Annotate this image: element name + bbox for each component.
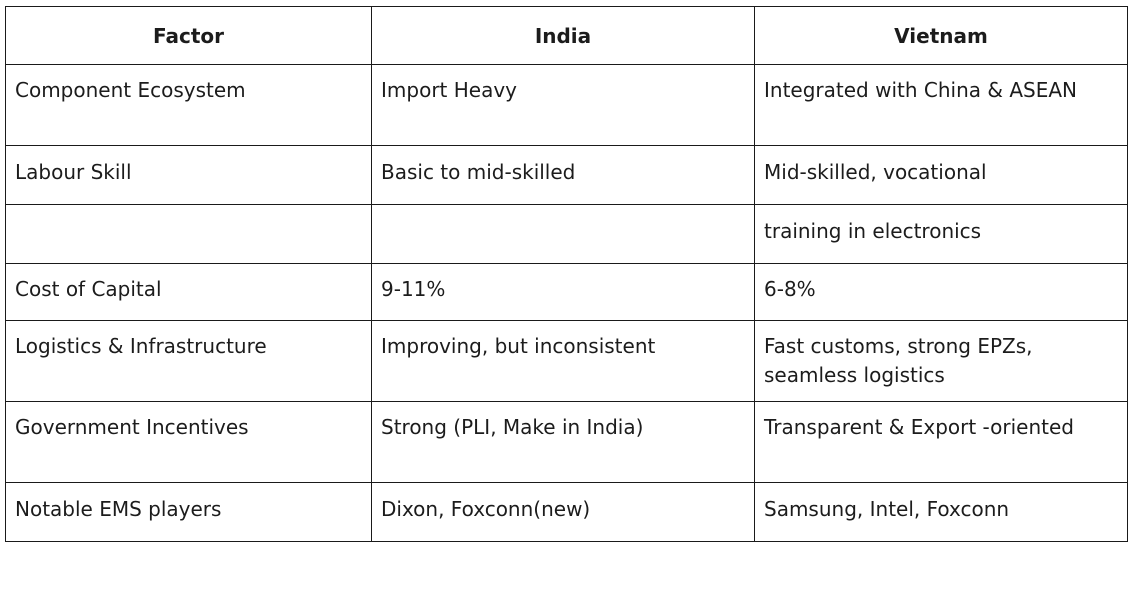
table-row: Logistics & Infrastructure Improving, bu…: [5, 320, 1128, 402]
cell-vietnam: Transparent & Export -oriented: [754, 401, 1128, 483]
cell-india: [371, 204, 755, 264]
cell-factor: Logistics & Infrastructure: [5, 320, 372, 402]
comparison-table: Factor India Vietnam Component Ecosystem…: [5, 6, 1128, 542]
cell-factor: Notable EMS players: [5, 482, 372, 542]
cell-india: Dixon, Foxconn(new): [371, 482, 755, 542]
cell-factor: Labour Skill: [5, 145, 372, 205]
header-factor: Factor: [5, 6, 372, 65]
header-vietnam: Vietnam: [754, 6, 1128, 65]
header-row: Factor India Vietnam: [5, 6, 1128, 65]
table-row: training in electronics: [5, 204, 1128, 264]
cell-factor: Component Ecosystem: [5, 64, 372, 146]
table-row: Government Incentives Strong (PLI, Make …: [5, 401, 1128, 483]
cell-india: Import Heavy: [371, 64, 755, 146]
cell-india: Basic to mid-skilled: [371, 145, 755, 205]
cell-vietnam: training in electronics: [754, 204, 1128, 264]
cell-factor: Government Incentives: [5, 401, 372, 483]
cell-factor: Cost of Capital: [5, 263, 372, 321]
table-row: Component Ecosystem Import Heavy Integra…: [5, 64, 1128, 146]
cell-india: 9-11%: [371, 263, 755, 321]
header-india: India: [371, 6, 755, 65]
cell-vietnam: 6-8%: [754, 263, 1128, 321]
cell-india: Strong (PLI, Make in India): [371, 401, 755, 483]
cell-vietnam: Samsung, Intel, Foxconn: [754, 482, 1128, 542]
cell-vietnam: Mid-skilled, vocational: [754, 145, 1128, 205]
cell-factor: [5, 204, 372, 264]
table-row: Notable EMS players Dixon, Foxconn(new) …: [5, 482, 1128, 542]
cell-india: Improving, but inconsistent: [371, 320, 755, 402]
table-row: Labour Skill Basic to mid-skilled Mid-sk…: [5, 145, 1128, 205]
cell-vietnam: Integrated with China & ASEAN: [754, 64, 1128, 146]
table-row: Cost of Capital 9-11% 6-8%: [5, 263, 1128, 321]
cell-vietnam: Fast customs, strong EPZs, seamless logi…: [754, 320, 1128, 402]
